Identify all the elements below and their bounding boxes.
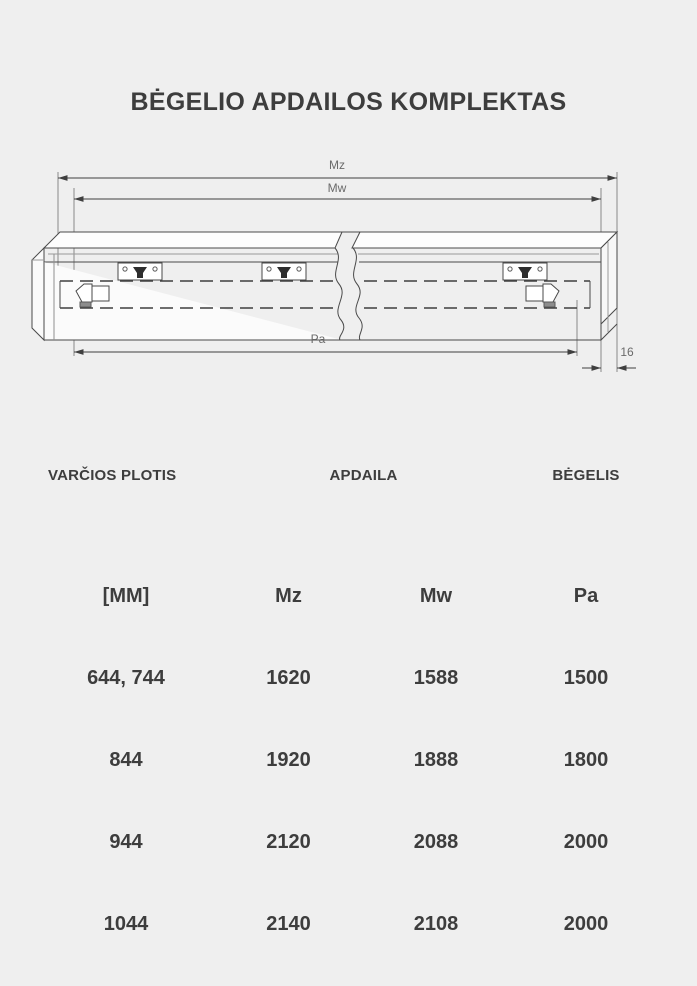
carriage-detail-left <box>75 283 110 308</box>
dimension-16: 16 <box>582 345 636 371</box>
cell-pa: 1800 <box>563 749 609 771</box>
table-row: 944 2120 2088 2000 <box>36 822 661 863</box>
dimension-mw: Mw <box>74 181 601 202</box>
table-rule <box>36 699 661 740</box>
dimension-label-pa: Pa <box>311 332 326 346</box>
dimension-label-16: 16 <box>620 345 634 359</box>
hidden-lines-left <box>60 280 335 309</box>
table-rule <box>36 617 661 658</box>
rail-right-segment <box>351 230 619 342</box>
technical-drawing: Mz Mw <box>30 150 670 390</box>
hidden-lines-right <box>364 280 590 309</box>
dimension-mz: Mz <box>58 158 617 181</box>
cell-pa: 2000 <box>563 913 609 935</box>
table-rule <box>36 494 661 535</box>
table-sub-header-row: [MM] Mz Mw Pa <box>36 576 661 617</box>
cell-mz: 1920 <box>266 749 311 771</box>
group-header-begelis: BĖGELIS <box>552 466 620 484</box>
dimension-label-mz: Mz <box>329 158 345 172</box>
dimension-label-mw: Mw <box>328 181 347 195</box>
cell-width: 844 <box>109 749 143 771</box>
rail-left-segment <box>31 231 351 342</box>
table-row: 844 1920 1888 1800 <box>36 740 661 781</box>
rail-drawing-svg: Mz Mw <box>31 158 636 372</box>
sub-header-pa: Pa <box>573 585 599 607</box>
cell-mz: 2120 <box>266 831 311 853</box>
cell-width: 1044 <box>103 913 149 935</box>
table-rule <box>36 945 661 986</box>
cell-width: 944 <box>109 831 143 853</box>
carriage-detail-right <box>525 283 560 308</box>
mounting-bracket <box>117 262 163 281</box>
cell-mw: 2088 <box>413 831 459 853</box>
cell-mw: 1888 <box>413 749 459 771</box>
sub-header-mz: Mz <box>275 585 302 607</box>
sub-header-mm: [MM] <box>102 585 150 607</box>
dimension-pa: Pa <box>74 332 577 355</box>
group-header-apdaila: APDAILA <box>329 466 398 484</box>
cell-mw: 2108 <box>413 913 459 935</box>
cell-pa: 2000 <box>563 831 609 853</box>
table-rule <box>36 535 661 576</box>
mounting-bracket <box>261 262 307 281</box>
cell-mz: 2140 <box>266 913 311 935</box>
page-title: BĖGELIO APDAILOS KOMPLEKTAS <box>130 88 567 116</box>
sub-header-mw: Mw <box>419 585 453 607</box>
table-rule <box>36 781 661 822</box>
specification-table: VARČIOS PLOTIS APDAILA BĖGELIS [MM] Mz M… <box>36 456 661 986</box>
cell-pa: 1500 <box>563 667 609 689</box>
table-row: 644, 744 1620 1588 1500 <box>36 658 661 699</box>
cell-mz: 1620 <box>266 667 311 689</box>
table-rule <box>36 863 661 904</box>
table-group-header-row: VARČIOS PLOTIS APDAILA BĖGELIS <box>36 456 661 494</box>
table-row: 1044 2140 2108 2000 <box>36 904 661 945</box>
cell-width: 644, 744 <box>87 667 165 689</box>
group-header-varcios-plotis: VARČIOS PLOTIS <box>48 466 177 484</box>
cell-mw: 1588 <box>413 667 459 689</box>
mounting-bracket <box>502 262 548 281</box>
